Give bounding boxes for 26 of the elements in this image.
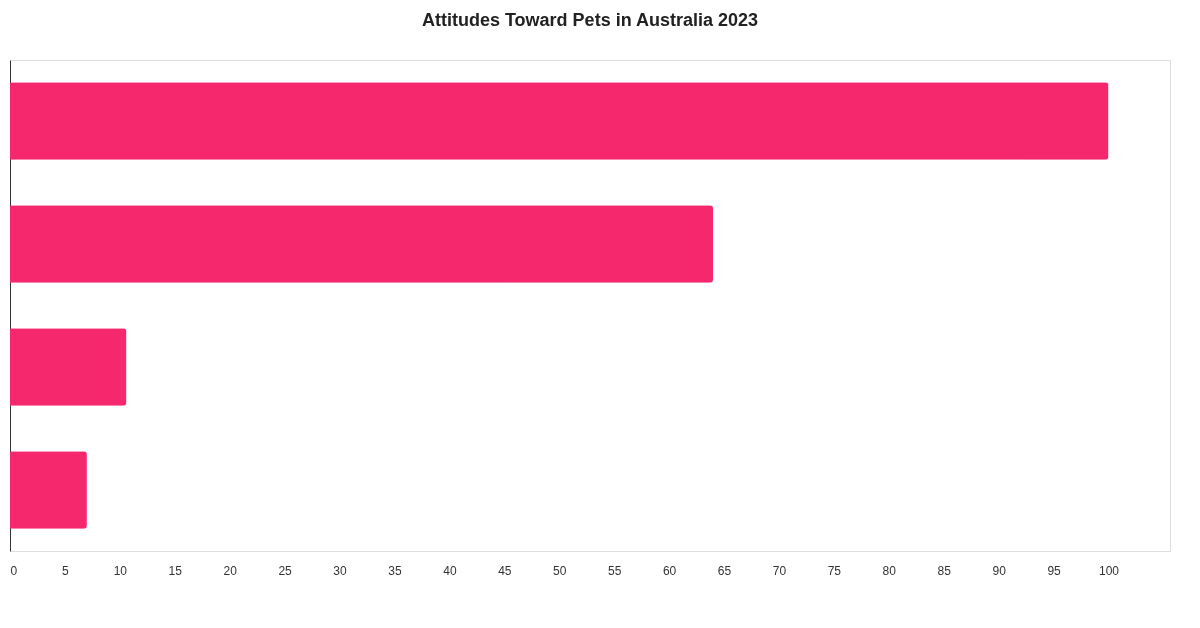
x-tick-label: 25 [278,563,293,578]
x-tick-label: 35 [388,563,402,578]
x-tick-label: 30 [333,563,348,578]
x-tick-label: 65 [717,563,732,578]
x-tick-label: 15 [168,563,183,578]
x-tick-label: 45 [498,563,512,578]
x-tick-label: 85 [937,563,952,578]
x-tick-label: 60 [662,563,677,578]
x-tick-label: 95 [1047,563,1062,578]
bar [10,205,714,283]
x-tick-label: 40 [443,563,457,578]
bar [10,82,1109,160]
x-tick-label: 90 [992,563,1007,578]
x-tick-label: 20 [223,563,238,578]
x-tick-label: 75 [827,563,842,578]
x-tick-label: 50 [553,563,567,578]
bar [10,328,127,406]
chart-title: Attitudes Toward Pets in Australia 2023 [421,10,759,30]
x-tick-label: 0 [10,563,18,578]
bar [10,451,87,529]
x-tick-label: 80 [882,563,897,578]
x-tick-label: 55 [607,563,622,578]
x-tick-label: 100 [1098,563,1120,578]
x-tick-label: 10 [113,563,128,578]
x-tick-label: 70 [772,563,787,578]
x-tick-label: 5 [62,563,70,578]
